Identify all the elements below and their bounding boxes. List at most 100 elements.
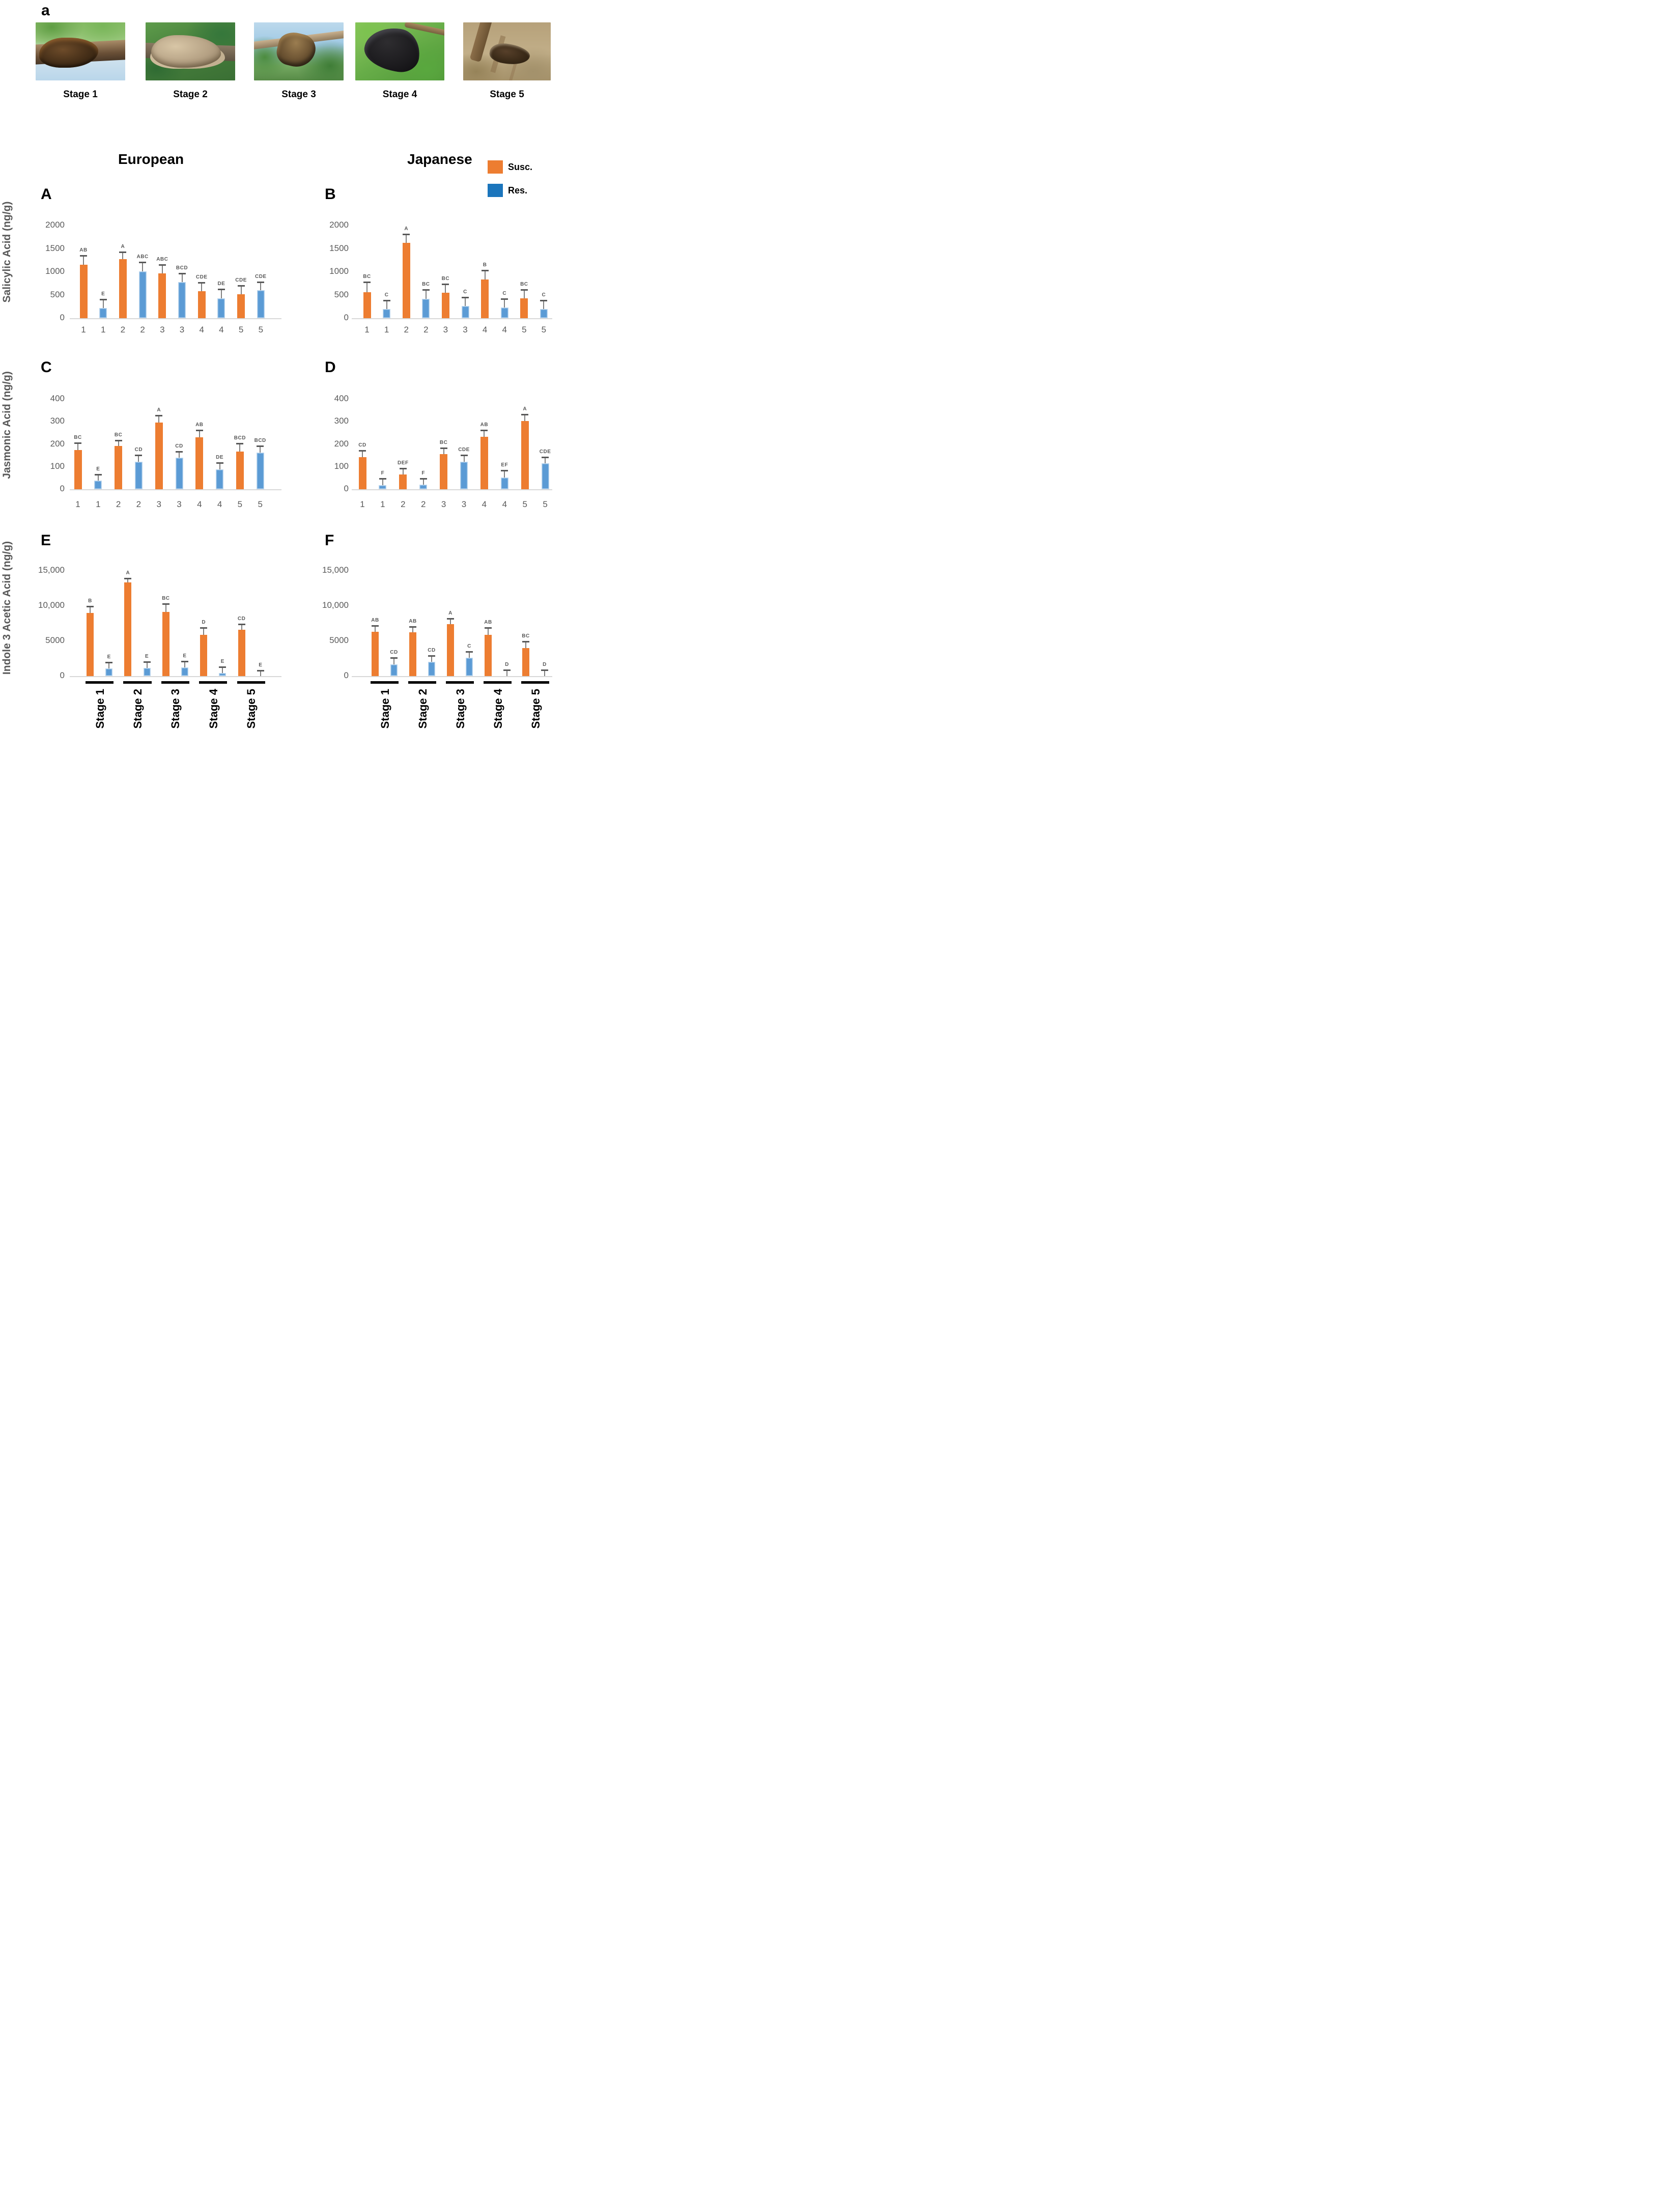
stage-axis-label: Stage 1: [93, 689, 106, 729]
stage-axis-label: Stage 5: [529, 689, 542, 729]
y-tick-label: 0: [60, 670, 65, 680]
error-bar-cap: [503, 669, 511, 671]
significance-letter: DE: [216, 454, 224, 460]
stage-axis-underline: [446, 681, 474, 684]
panel-letter-F: F: [325, 532, 334, 549]
column-title-european: European: [118, 151, 184, 167]
x-tick-label: 1: [96, 499, 101, 509]
bar-resistant: [460, 461, 468, 489]
bar-resistant: [428, 662, 435, 676]
x-axis-line: [352, 489, 552, 490]
error-bar-cap: [372, 625, 379, 627]
x-tick-label: 1: [81, 325, 86, 334]
significance-letter: CDE: [458, 446, 470, 453]
bar-resistant: [461, 306, 469, 318]
significance-letter: E: [101, 291, 105, 297]
error-bar: [97, 474, 99, 481]
significance-letter: CDE: [235, 277, 247, 284]
bar-susceptible: [481, 279, 489, 318]
error-bar: [524, 414, 526, 421]
x-tick-label: 3: [160, 325, 165, 334]
x-tick-label: 2: [116, 499, 121, 509]
x-tick-label: 5: [238, 325, 244, 334]
significance-letter: B: [483, 262, 487, 268]
bar-susceptible: [236, 451, 244, 489]
x-tick-label: 2: [420, 499, 426, 509]
error-bar: [484, 430, 485, 437]
x-tick-label: 4: [482, 499, 487, 509]
error-bar: [488, 627, 489, 635]
y-tick-label: 5000: [329, 635, 349, 645]
bar-susceptible: [521, 421, 529, 489]
y-tick-label: 10,000: [322, 600, 349, 610]
x-tick-label: 3: [443, 325, 448, 334]
error-bar-cap: [135, 454, 143, 456]
significance-letter: AB: [195, 422, 204, 428]
x-tick-label: 4: [482, 325, 488, 334]
stage-axis-underline: [237, 681, 265, 684]
error-bar: [201, 282, 203, 292]
error-bar-cap: [80, 255, 87, 257]
figure-canvas: a Stage 1 Stage 2 Stage 3 Stage 4 Stage …: [0, 0, 556, 739]
legend-label-res: Res.: [508, 185, 528, 195]
stage-axis-label: Stage 4: [207, 689, 220, 729]
significance-letter: D: [543, 661, 547, 667]
y-tick-label: 15,000: [38, 565, 65, 575]
chart-european-jasmonic-acid: C 0 100 200 300 400 BC E BC CD A CD AB DE BCD BCD 1 1 2 2 3 3…: [38, 359, 288, 529]
error-bar-cap: [501, 298, 508, 300]
error-bar: [181, 273, 183, 282]
significance-letter: BCD: [176, 265, 188, 271]
significance-letter: CDE: [254, 274, 267, 280]
x-tick-label: 2: [140, 325, 145, 334]
stage-3-photo: [254, 22, 344, 80]
error-bar-cap: [541, 669, 548, 671]
x-axis-line: [352, 676, 552, 677]
significance-letter: BC: [114, 432, 123, 438]
significance-letter: AB: [371, 617, 379, 623]
bar-susceptible: [162, 612, 169, 676]
error-bar-cap: [520, 289, 528, 291]
error-bar-cap: [428, 655, 435, 657]
y-tick-label: 0: [344, 670, 349, 680]
significance-letter: CD: [175, 443, 183, 449]
error-bar: [127, 578, 129, 583]
error-bar: [465, 297, 466, 306]
stage-axis-underline: [199, 681, 228, 684]
significance-letter: BC: [422, 282, 430, 288]
stage-axis-underline: [521, 681, 549, 684]
error-bar-cap: [200, 627, 208, 629]
error-bar: [219, 462, 220, 470]
y-tick-label: 100: [334, 461, 349, 471]
stage-axis-label: Stage 2: [416, 689, 429, 729]
error-bar-cap: [87, 606, 94, 608]
stage-1-caption: Stage 1: [63, 89, 98, 100]
y-tick-label: 100: [50, 461, 65, 471]
stage-1-photo: [36, 22, 125, 80]
error-bar: [431, 655, 432, 662]
stage-photo-group-1: Stage 1: [36, 22, 125, 100]
error-bar-cap: [379, 478, 386, 480]
significance-letter: BC: [363, 274, 371, 280]
bar-susceptible: [115, 445, 123, 489]
x-tick-label: 3: [461, 499, 467, 509]
x-tick-label: 5: [522, 499, 527, 509]
bar-resistant: [500, 477, 508, 489]
significance-letter: F: [421, 470, 425, 476]
y-tick-label: 300: [334, 416, 349, 426]
bar-susceptible: [399, 474, 407, 489]
bar-susceptible: [409, 632, 416, 676]
stage-photo-group-2: Stage 2: [146, 22, 235, 100]
error-bar: [504, 298, 505, 307]
error-bar-cap: [419, 478, 427, 480]
bar-susceptible: [87, 612, 94, 676]
x-tick-label: 5: [541, 325, 547, 334]
bar-susceptible: [124, 582, 132, 676]
significance-letter: BC: [162, 595, 170, 601]
stage-photo-group-5: Stage 5: [463, 22, 551, 100]
y-tick-label: 1500: [45, 243, 65, 253]
x-axis-line: [352, 318, 552, 319]
legend-label-susc: Susc.: [508, 162, 533, 172]
significance-letter: BC: [522, 633, 530, 639]
significance-letter: A: [523, 406, 527, 412]
error-bar: [158, 415, 160, 423]
